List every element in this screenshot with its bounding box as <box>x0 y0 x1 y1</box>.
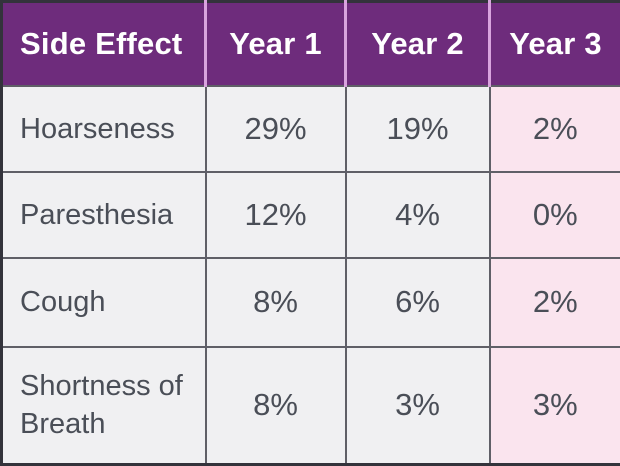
cell-cough-year-2: 6% <box>344 257 491 348</box>
table-row-cough: Cough 8% 6% 2% <box>0 257 620 348</box>
row-label-cough: Cough <box>0 257 207 348</box>
row-label-shortness-of-breath: Shortness of Breath <box>0 345 207 466</box>
cell-hoarseness-year-3: 2% <box>488 84 620 173</box>
cell-shortness-of-breath-year-3: 3% <box>488 345 620 466</box>
cell-shortness-of-breath-year-1: 8% <box>204 345 347 466</box>
table-row-hoarseness: Hoarseness 29% 19% 2% <box>0 84 620 173</box>
cell-hoarseness-year-2: 19% <box>344 84 491 173</box>
header-row: Side Effect Year 1 Year 2 Year 3 <box>1 1 620 87</box>
table-row-shortness-of-breath: Shortness of Breath 8% 3% 3% <box>0 345 620 466</box>
header-side-effect: Side Effect <box>1 1 207 87</box>
row-label-paresthesia: Paresthesia <box>0 170 207 260</box>
cell-hoarseness-year-1: 29% <box>204 84 347 173</box>
cell-shortness-of-breath-year-2: 3% <box>344 345 491 466</box>
cell-cough-year-3: 2% <box>488 257 620 348</box>
header-year-2: Year 2 <box>345 1 491 87</box>
cell-cough-year-1: 8% <box>204 257 347 348</box>
row-label-hoarseness: Hoarseness <box>0 84 207 173</box>
cell-paresthesia-year-2: 4% <box>344 170 491 260</box>
table-row-paresthesia: Paresthesia 12% 4% 0% <box>0 170 620 260</box>
header-year-1: Year 1 <box>205 1 347 87</box>
cell-paresthesia-year-1: 12% <box>204 170 347 260</box>
cell-paresthesia-year-3: 0% <box>488 170 620 260</box>
header-year-3: Year 3 <box>489 1 620 87</box>
